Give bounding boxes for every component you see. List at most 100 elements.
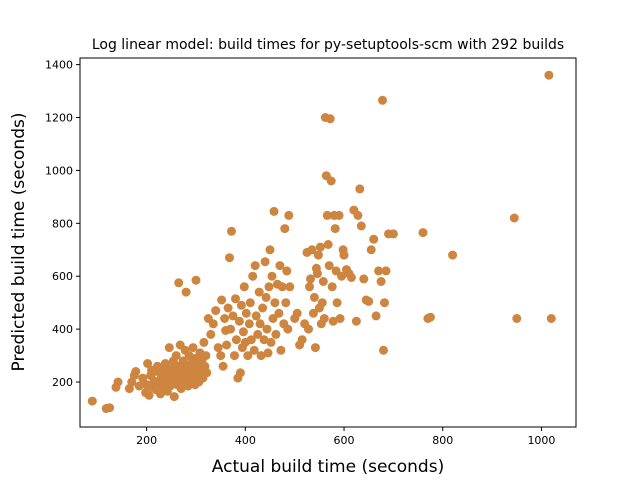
data-point — [297, 335, 307, 345]
y-tick-label: 1400 — [45, 59, 73, 72]
data-point — [263, 348, 273, 358]
data-point — [256, 351, 266, 361]
ticks-layer: 200 400 600 800 1000 200 400 600 800 1000 1200 1400 — [45, 59, 555, 447]
data-point — [418, 228, 428, 238]
data-point — [246, 335, 256, 345]
y-tick-label: 400 — [52, 323, 73, 336]
data-point — [379, 345, 388, 355]
data-point — [292, 308, 302, 318]
data-point — [225, 253, 234, 263]
data-point — [327, 282, 337, 292]
data-point — [244, 319, 254, 329]
data-point — [276, 345, 286, 355]
data-point — [328, 316, 338, 326]
data-point — [188, 343, 198, 353]
data-point — [266, 337, 276, 347]
data-point — [271, 329, 281, 339]
data-point — [544, 70, 554, 80]
data-point — [220, 314, 230, 323]
data-point — [265, 245, 275, 255]
data-point — [245, 298, 255, 308]
data-point — [337, 271, 347, 281]
data-point — [310, 343, 320, 353]
data-point — [217, 295, 227, 305]
data-point — [235, 368, 245, 378]
data-point — [307, 245, 317, 255]
data-point — [305, 282, 314, 292]
data-point — [183, 381, 193, 391]
data-point — [206, 329, 216, 339]
data-point — [319, 314, 329, 323]
data-point — [211, 306, 221, 316]
data-point — [277, 282, 287, 292]
data-point — [324, 261, 334, 271]
data-point — [546, 314, 556, 323]
data-point — [323, 240, 333, 249]
data-point — [359, 274, 369, 284]
data-point — [231, 294, 240, 304]
data-point — [184, 351, 194, 361]
y-tick-label: 800 — [52, 217, 73, 230]
data-point — [236, 300, 246, 310]
data-point — [134, 381, 144, 391]
data-point — [304, 324, 313, 334]
data-point — [144, 390, 154, 400]
data-point — [374, 266, 384, 276]
data-point — [249, 345, 259, 355]
data-point — [308, 308, 318, 318]
data-point — [191, 275, 201, 285]
x-tick-label: 1000 — [527, 434, 555, 447]
data-point — [230, 351, 239, 361]
data-point — [113, 377, 123, 387]
data-point — [169, 392, 179, 402]
data-point — [332, 298, 342, 308]
data-point — [356, 221, 366, 231]
data-point — [335, 314, 345, 323]
data-point — [268, 314, 278, 323]
y-tick-label: 1200 — [45, 112, 73, 125]
data-point — [164, 343, 174, 353]
data-point — [284, 210, 294, 220]
y-tick-label: 200 — [52, 376, 73, 389]
data-point — [259, 335, 269, 345]
data-point — [105, 403, 115, 413]
data-point — [280, 224, 290, 234]
data-point — [262, 324, 272, 334]
data-point — [376, 277, 386, 286]
data-point — [143, 359, 153, 368]
data-point — [228, 311, 238, 321]
data-point — [202, 368, 212, 378]
data-point — [325, 114, 335, 124]
data-point — [512, 314, 522, 323]
data-point — [199, 337, 209, 347]
data-point — [318, 277, 328, 286]
y-axis-label: Predicted build time (seconds) — [9, 113, 29, 372]
data-point — [138, 373, 148, 383]
data-point — [353, 210, 363, 220]
data-point — [234, 316, 244, 326]
data-point — [269, 206, 279, 216]
y-tick-label: 1000 — [45, 164, 73, 177]
data-point — [317, 298, 327, 308]
data-point — [253, 329, 263, 339]
x-tick-label: 800 — [432, 434, 453, 447]
data-point — [238, 327, 248, 337]
data-point — [326, 176, 336, 186]
data-point — [371, 311, 381, 321]
data-point — [171, 351, 181, 361]
data-point — [250, 261, 260, 271]
data-point — [231, 335, 241, 345]
data-point — [260, 257, 270, 267]
data-point — [448, 250, 458, 260]
data-point — [346, 273, 356, 282]
data-point — [223, 303, 233, 313]
data-point — [378, 95, 387, 105]
data-point — [251, 311, 261, 321]
data-point — [425, 312, 435, 322]
x-axis-label: Actual build time (seconds) — [212, 457, 444, 477]
data-point — [274, 308, 284, 318]
x-tick-label: 200 — [136, 434, 157, 447]
data-point — [243, 351, 253, 361]
data-point — [208, 319, 218, 329]
